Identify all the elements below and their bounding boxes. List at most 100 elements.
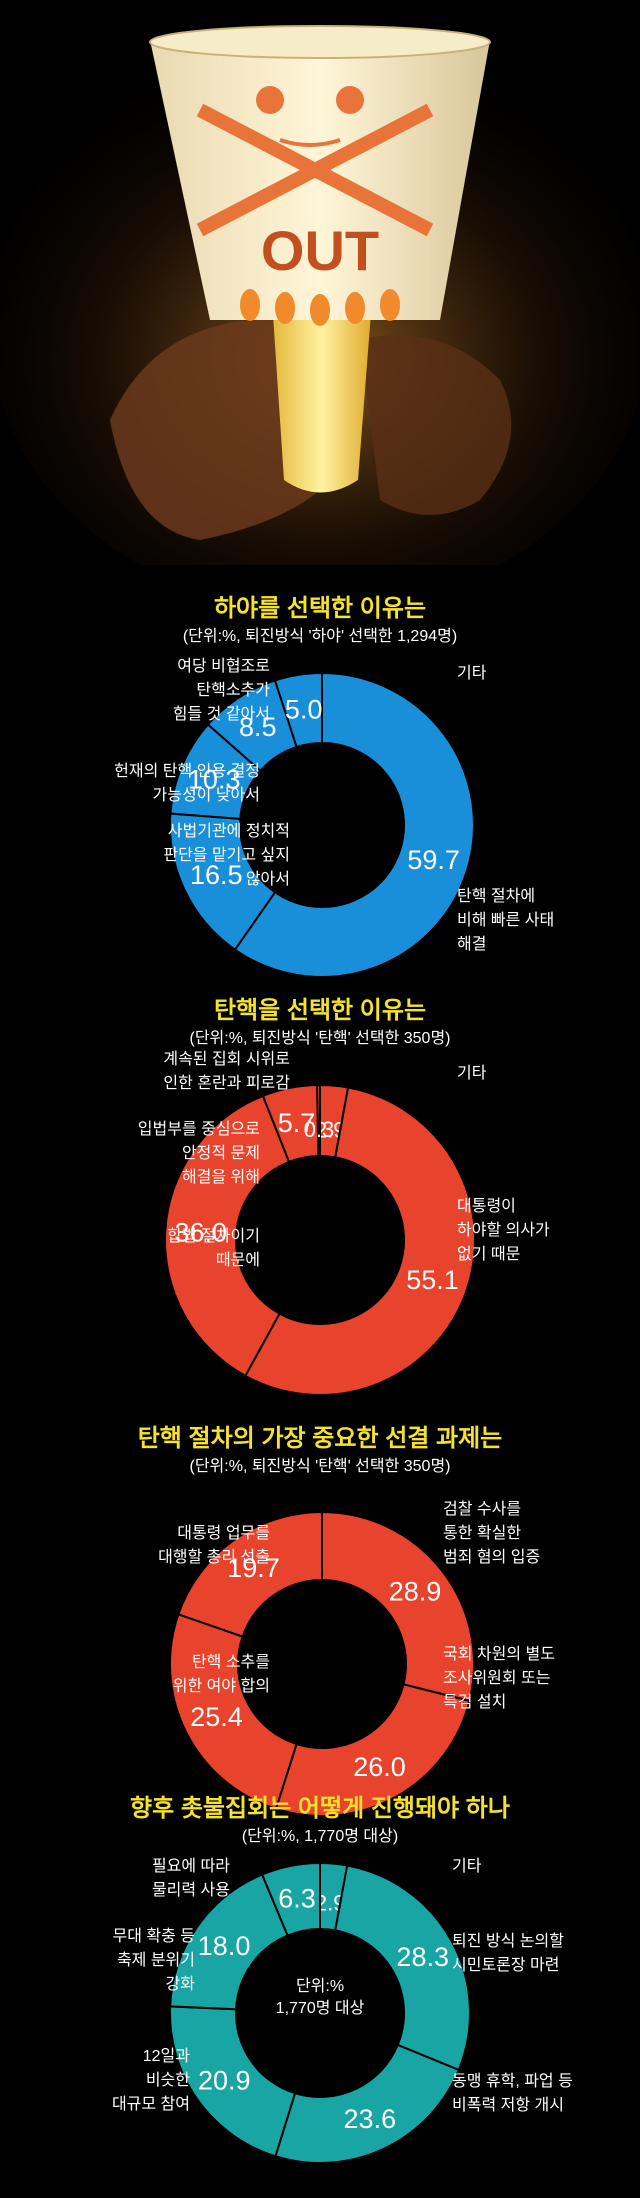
chart-4-slice-0 — [334, 1864, 471, 2072]
chart-1-legend-1-line-0: 사법기관에 정치적 — [167, 823, 290, 840]
candle-photo: OUT — [0, 0, 640, 565]
chart-2-value-label-3: 0.3 — [304, 1117, 335, 1142]
chart-3-legend-1-line-2: 특검 설치 — [443, 1694, 507, 1711]
chart-3-legend-1-line-0: 국회 차원의 별도 — [443, 1646, 555, 1663]
chart-2-value-label-2: 5.7 — [278, 1108, 316, 1138]
chart-4-legend-5: 기타 — [452, 1855, 627, 1879]
chart-1-legend-3-line-1: 탄핵소추가 — [196, 682, 270, 699]
chart-4-legend-1-line-1: 비폭력 저항 개시 — [452, 2097, 564, 2114]
chart-4-legend-2: 12일과 비슷한 대규모 참여 — [30, 2045, 190, 2117]
chart-2-value-label-1: 36.0 — [174, 1217, 227, 1247]
chart-2-donut: 2.955.136.05.70.3 — [164, 1083, 476, 1396]
chart-2-legend-3-line-1: 인한 혼란과 피로감 — [163, 1075, 290, 1092]
chart-4-value-label-0: 28.3 — [396, 1942, 449, 1972]
chart-3-value-label-1: 26.0 — [353, 1752, 406, 1782]
chart-2-legend-1-line-1: 때문에 — [215, 1252, 260, 1269]
chart-1-legend-1-line-1: 판단을 맡기고 싶지 — [163, 847, 290, 864]
chart-4-center-note: 단위:% 1,770명 대상 — [260, 1976, 380, 2020]
chart-2-slice-1 — [164, 1094, 291, 1378]
chart-2-legend-2-line-1: 안정적 문제 — [181, 1145, 260, 1162]
chart-4-legend-5-line-0: 기타 — [452, 1858, 482, 1875]
chart-4-slice-1 — [274, 2043, 461, 2164]
chart-1-legend-0-line-1: 비해 빠른 사태 — [457, 912, 555, 929]
chart-2-legend-1-line-0: 합법 절차이기 — [167, 1228, 260, 1245]
chart-4-legend-1-line-0: 동맹 휴학, 파업 등 — [452, 2073, 573, 2090]
chart-3-slice-1 — [274, 1683, 471, 1817]
chart-4-center-count: 1,770명 대상 — [275, 2000, 365, 2017]
chart-1-title: 하야를 선택한 이유는 — [213, 595, 427, 622]
chart-3-legend-1-line-1: 조사위원회 또는 — [443, 1670, 551, 1687]
chart-1-legend-3-line-2: 힘들 것 같아서 — [172, 706, 270, 723]
chart-4-donut: 2.928.323.620.918.06.3 — [169, 1861, 471, 2164]
chart-3-subtitle: (단위:%, 퇴진방식 '탄핵' 선택한 350명) — [189, 1458, 451, 1475]
chart-1-legend-0-line-0: 탄핵 절차에 — [457, 888, 536, 905]
chart-4-legend-2-line-2: 대규모 참여 — [111, 2096, 190, 2113]
chart-2-slice-0 — [243, 1086, 476, 1396]
chart-3-legend-0-line-2: 범죄 혐의 입증 — [443, 1549, 541, 1566]
svg-text:OUT: OUT — [261, 219, 379, 282]
chart-1-legend-4-line-0: 기타 — [457, 665, 487, 682]
chart-2-legend-4: 기타 — [457, 1062, 632, 1086]
chart-3-legend-3-line-0: 대통령 업무를 — [177, 1525, 270, 1542]
chart-2-value-label-0: 55.1 — [406, 1265, 459, 1295]
chart-4-value-label-4: 6.3 — [278, 1883, 316, 1913]
chart-2-legend-4-line-0: 기타 — [457, 1065, 487, 1082]
chart-1-slice-4 — [273, 671, 323, 749]
chart-4-legend-4-line-0: 필요에 따라 — [151, 1858, 230, 1875]
chart-4-legend-3-line-1: 축제 분위기 — [116, 1952, 195, 1969]
chart-1-legend-3-line-0: 여당 비협조로 — [177, 658, 270, 675]
chart-3-slice-2 — [169, 1613, 298, 1811]
chart-1-legend-1-line-2: 않아서 — [245, 871, 290, 888]
chart-3-legend-0-line-0: 검찰 수사를 — [443, 1501, 522, 1518]
chart-3-value-label-0: 28.9 — [389, 1576, 442, 1606]
chart-2-legend-0-line-1: 하야할 의사가 — [457, 1222, 550, 1239]
chart-3-legend-2-line-0: 탄핵 소추를 — [191, 1654, 270, 1671]
chart-1-value-label-4: 5.0 — [285, 694, 323, 724]
chart-3-legend-0-line-1: 통한 확실한 — [443, 1525, 522, 1542]
chart-2-legend-2-line-2: 해결을 위해 — [181, 1169, 260, 1186]
chart-4-center-unit: 단위:% — [295, 1978, 345, 1995]
chart-2-legend-0-line-2: 없기 때문 — [457, 1246, 521, 1263]
chart-4-title: 향후 촛불집회는 어떻게 진행돼야 하나 — [130, 1795, 510, 1822]
chart-3-legend-3-line-1: 대행할 총리 선출 — [158, 1549, 270, 1566]
chart-1-value-label-3: 8.5 — [239, 712, 277, 742]
chart-1-subtitle: (단위:%, 퇴진방식 '하야' 선택한 1,294명) — [182, 628, 458, 645]
chart-1-value-label-1: 16.5 — [190, 860, 243, 890]
chart-2-legend-0-line-0: 대통령이 — [457, 1198, 516, 1215]
chart-1-legend-2-line-0: 헌재의 탄핵 인용 결정 — [114, 763, 260, 780]
chart-4-hole — [237, 1930, 403, 2096]
chart-4-legend-0-line-0: 퇴진 방식 논의할 — [452, 1933, 564, 1950]
chart-1-value-label-0: 59.7 — [407, 845, 460, 875]
chart-4-subtitle: (단위:%, 1,770명 대상) — [241, 1828, 399, 1845]
chart-4-value-label-3: 18.0 — [198, 1931, 251, 1961]
chart-2-hole — [237, 1157, 403, 1323]
chart-4-slice-2 — [169, 2005, 297, 2158]
chart-2-slice-3 — [316, 1083, 321, 1158]
chart-3-legend-2-line-1: 위한 여야 합의 — [172, 1678, 270, 1695]
chart-2-legend-2-line-0: 입법부를 중심으로 — [137, 1121, 260, 1138]
chart-4-legend-3: 무대 확충 등 축제 분위기 강화 — [30, 1925, 196, 1997]
chart-1-legend-2-line-1: 가능성이 낮아서 — [152, 787, 261, 804]
chart-4-legend-2-line-1: 비슷한 — [145, 2072, 190, 2089]
chart-4-value-label-1: 23.6 — [344, 2104, 397, 2134]
chart-4-legend-0-line-1: 시민토론장 마련 — [452, 1957, 560, 1974]
chart-3-slice-3 — [177, 1510, 323, 1638]
chart-2-legend-3: 계속된 집회 시위로 인한 혼란과 피로감 — [40, 1048, 290, 1096]
chart-3-slice-0 — [321, 1510, 475, 1703]
chart-4-value-label-2: 20.9 — [198, 2065, 251, 2095]
chart-1-hole — [241, 744, 403, 906]
chart-2-title: 탄핵을 선택한 이유는 — [213, 997, 427, 1024]
chart-1-value-label-2: 10.3 — [188, 765, 241, 795]
chart-2-subtitle: (단위:%, 퇴진방식 '탄핵' 선택한 350명) — [189, 1030, 451, 1047]
chart-4-legend-3-line-0: 무대 확충 등 — [112, 1928, 196, 1945]
